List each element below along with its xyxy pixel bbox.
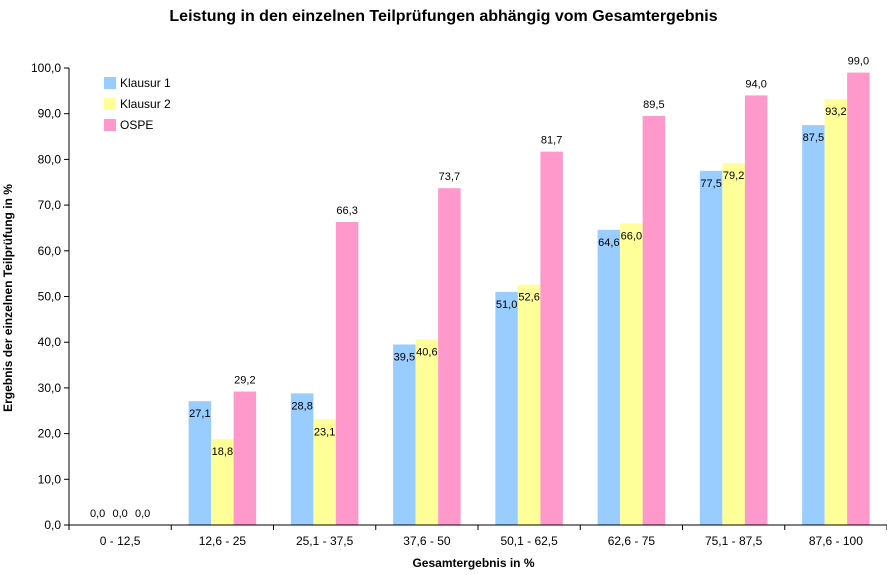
legend-item: OSPE (104, 114, 171, 135)
x-tick-label: 62,6 - 75 (608, 534, 656, 548)
y-tick-label: 90,0 (38, 107, 62, 121)
y-tick-label: 70,0 (38, 198, 62, 212)
y-tick-label: 10,0 (38, 472, 62, 486)
y-tick-label: 100,0 (31, 61, 61, 75)
legend-swatch (104, 118, 116, 131)
y-axis-label: Ergebnis der einzelnen Teilprüfung in % (1, 184, 15, 412)
bar (438, 188, 461, 526)
bar (233, 391, 257, 525)
bar (211, 439, 234, 525)
data-label: 77,5 (700, 178, 721, 190)
x-tick-label: 87,6 - 100 (809, 534, 863, 548)
data-label: 66,0 (621, 230, 642, 242)
bar (335, 222, 359, 525)
bar (597, 229, 621, 525)
bar (802, 125, 825, 525)
bar (699, 170, 723, 525)
bar (313, 419, 336, 525)
data-label: 0,0 (135, 508, 150, 520)
x-axis-label: Gesamtergebnis in % (412, 556, 535, 570)
y-tick-label: 40,0 (38, 335, 62, 349)
bar (722, 163, 745, 525)
data-label: 39,5 (394, 351, 415, 363)
x-tick-label: 0 - 12,5 (100, 534, 141, 548)
bar (847, 72, 870, 525)
data-label: 40,6 (416, 346, 437, 358)
data-label: 66,3 (336, 205, 357, 217)
bar (744, 95, 768, 526)
x-tick-label: 37,6 - 50 (403, 534, 451, 548)
data-label: 73,7 (439, 171, 460, 183)
x-tick-label: 75,1 - 87,5 (705, 534, 763, 548)
legend: Klausur 1 Klausur 2 OSPE (104, 72, 171, 135)
data-labels-layer: 0,0 0,0 0,0 27,1 18,8 29,2 28,8 23,1 66,3 39,5 40,… (90, 56, 869, 520)
bar (517, 284, 541, 525)
legend-swatch (104, 76, 116, 89)
data-label: 0,0 (112, 508, 127, 520)
bar (393, 344, 416, 525)
x-tick-label: 12,6 - 25 (199, 534, 247, 548)
bar (642, 115, 666, 526)
legend-label: Klausur 1 (120, 75, 171, 90)
data-label: 51,0 (496, 299, 517, 311)
y-tick-label: 30,0 (38, 381, 62, 395)
data-label: 79,2 (723, 170, 744, 182)
legend-swatch (104, 97, 116, 110)
bars-layer (188, 72, 870, 526)
data-label: 81,7 (541, 135, 562, 147)
bar (824, 99, 848, 526)
x-tick-label: 50,1 - 62,5 (500, 534, 558, 548)
x-tick-label: 25,1 - 37,5 (296, 534, 354, 548)
data-label: 89,5 (643, 99, 664, 111)
legend-item: Klausur 2 (104, 93, 171, 114)
bar (620, 223, 643, 525)
chart-title: Leistung in den einzelnen Teilprüfungen … (169, 8, 718, 25)
data-label: 29,2 (234, 375, 255, 387)
y-tick-label: 80,0 (38, 152, 62, 166)
y-tick-label: 20,0 (38, 427, 62, 441)
legend-label: OSPE (120, 117, 154, 132)
y-tick-label: 0,0 (44, 518, 61, 532)
data-label: 18,8 (212, 446, 233, 458)
y-tick-label: 50,0 (38, 290, 62, 304)
bar (188, 401, 212, 525)
legend-label: Klausur 2 (120, 96, 171, 111)
bar (495, 291, 518, 525)
data-label: 0,0 (90, 508, 105, 520)
y-tick-label: 60,0 (38, 244, 62, 258)
data-label: 52,6 (518, 292, 539, 304)
axes-layer: 0,0 10,0 20,0 30,0 40,0 50,0 60,0 70,0 80,0 90,0 1… (31, 61, 887, 548)
bar (415, 339, 439, 525)
data-label: 64,6 (598, 237, 619, 249)
data-label: 23,1 (314, 426, 335, 438)
data-label: 93,2 (825, 106, 846, 118)
bar (290, 393, 314, 525)
data-label: 87,5 (803, 132, 824, 144)
data-label: 27,1 (189, 408, 210, 420)
data-label: 99,0 (848, 56, 869, 68)
legend-item: Klausur 1 (104, 72, 171, 93)
data-label: 94,0 (745, 78, 766, 90)
data-label: 28,8 (291, 400, 312, 412)
bar (540, 151, 563, 526)
